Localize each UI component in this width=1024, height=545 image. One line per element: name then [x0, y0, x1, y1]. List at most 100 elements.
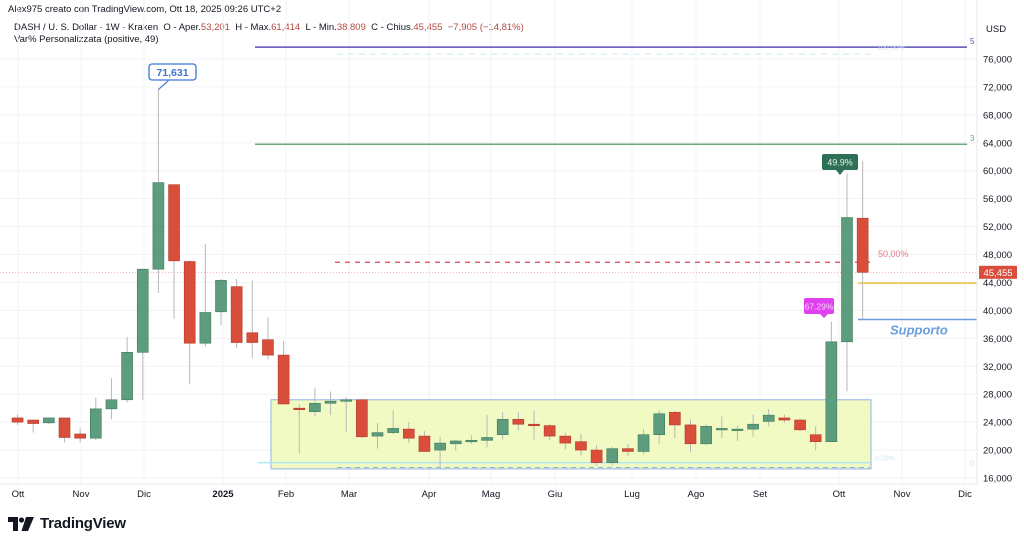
candle-down	[356, 399, 368, 438]
time-axis[interactable]: Ott Nov Dic 2025 Feb Mar Apr Mag Giu Lug Ago Set Ott…	[0, 483, 977, 500]
time-tick-label: Ago	[688, 489, 705, 500]
range-box[interactable]: 0,00% 0	[258, 399, 975, 470]
candle-up	[340, 399, 353, 402]
pct-magenta-label: 67.29%	[805, 302, 834, 312]
candle-up	[121, 351, 133, 401]
candle-down	[27, 419, 40, 424]
tradingview-logo-icon	[8, 516, 34, 531]
fib-5-marker: 5	[970, 37, 975, 46]
candle-down	[58, 417, 71, 438]
indicator-legend[interactable]: Var% Personalizzata (positive, 49)	[14, 34, 159, 45]
close-label: C - Chius.	[371, 22, 414, 33]
candle-down	[277, 354, 290, 405]
candle-down	[246, 332, 259, 343]
candle-down	[230, 286, 243, 343]
candle-down	[418, 435, 431, 452]
time-tick-label: Set	[753, 489, 768, 500]
time-tick-label: Nov	[894, 489, 911, 500]
candle-up	[90, 408, 102, 439]
time-tick-label: Nov	[73, 489, 90, 500]
candle-up	[606, 448, 619, 463]
price-tick-label: 40,000	[983, 306, 1012, 317]
open-value: 53,201	[200, 22, 230, 33]
pct-green-pointer	[836, 170, 844, 175]
price-tick-label: 28,000	[983, 390, 1012, 401]
price-tick-label: 60,000	[983, 166, 1012, 177]
candle-down	[512, 419, 525, 425]
price-tick-label: 68,000	[983, 110, 1012, 121]
price-tick-label: 32,000	[983, 362, 1012, 373]
tradingview-brand: TradingView	[40, 515, 126, 532]
change-value: −7,905 (−14,81%)	[447, 22, 524, 33]
candle-down	[794, 419, 806, 431]
fib-100-label: 100,00%	[877, 45, 905, 52]
price-tick-label: 52,000	[983, 222, 1012, 233]
fib-zero-label: 0,00%	[875, 456, 895, 463]
consolidation-rectangle[interactable]	[270, 399, 872, 470]
last-price-value: 45,455	[983, 268, 1012, 279]
candle-down	[402, 428, 415, 439]
annotation-labels: 71,631 49.9% 67.29%	[148, 63, 858, 318]
drawing-lines[interactable]: 100,00% 5 3 50,00% Supporto	[0, 37, 977, 337]
time-tick-label: Ott	[833, 489, 846, 500]
time-tick-label: Lug	[624, 489, 640, 500]
candle-up	[309, 402, 321, 412]
time-tick-label: Apr	[422, 489, 437, 500]
candle-up	[136, 268, 149, 353]
open-label: O - Aper.	[163, 22, 201, 33]
ath-label-box	[148, 63, 197, 81]
price-tick-label: 24,000	[983, 418, 1012, 429]
candle-up	[700, 426, 712, 445]
support-label: Supporto	[890, 322, 948, 337]
time-tick-label: Dic	[137, 489, 151, 500]
candle-down	[262, 339, 274, 356]
pct-green-label: 49.9%	[827, 158, 853, 168]
candle-up	[387, 428, 399, 433]
candle-down	[11, 417, 24, 423]
candle-down	[528, 423, 540, 427]
price-axis[interactable]: 76,000 72,000 68,000 64,000 60,000 56,000 52,0…	[976, 0, 1017, 484]
price-tick-label: 36,000	[983, 334, 1012, 345]
candle-down	[575, 441, 587, 451]
fib-3-marker: 3	[970, 134, 975, 143]
chart-credit: Alex975 creato con TradingView.com, Ott …	[8, 4, 282, 15]
price-tick-label: 64,000	[983, 138, 1012, 149]
candle-down	[684, 424, 697, 445]
time-tick-label: Giu	[548, 489, 563, 500]
candle-up	[747, 423, 759, 430]
candle-up	[496, 419, 509, 436]
pct-magenta-box	[804, 298, 834, 314]
tradingview-logo[interactable]: TradingView	[8, 515, 126, 532]
price-tick-label: 76,000	[983, 55, 1012, 66]
time-tick-label: Ott	[12, 489, 25, 500]
candle-up	[199, 312, 212, 344]
candle-down	[622, 448, 634, 452]
last-price-badge	[979, 265, 1017, 279]
pct-green-box	[822, 154, 858, 170]
price-tick-label: 20,000	[983, 446, 1012, 457]
candle-up	[371, 432, 384, 437]
candle-down	[183, 261, 196, 344]
candle-down	[293, 407, 306, 410]
candle-up	[152, 182, 165, 270]
candle-down	[669, 412, 681, 426]
price-tick-label: 56,000	[983, 194, 1012, 205]
candle-up	[762, 414, 775, 422]
candles	[11, 89, 869, 469]
candle-down	[74, 433, 86, 439]
candle-up	[43, 417, 55, 424]
low-value: 38,809	[336, 22, 366, 33]
time-tick-label: Feb	[278, 489, 294, 500]
symbol-label[interactable]: DASH / U. S. Dollar · 1W · Kraken	[14, 22, 159, 33]
candle-down	[168, 184, 180, 262]
time-tick-label: 2025	[212, 489, 234, 500]
candle-down	[543, 425, 556, 437]
price-tick-label: 48,000	[983, 250, 1012, 261]
fib-0-marker: 0	[970, 460, 975, 469]
ath-pointer	[157, 80, 169, 90]
candle-up	[731, 428, 744, 431]
candle-down	[856, 217, 869, 273]
candle-down	[590, 449, 603, 463]
candle-up	[825, 341, 838, 442]
